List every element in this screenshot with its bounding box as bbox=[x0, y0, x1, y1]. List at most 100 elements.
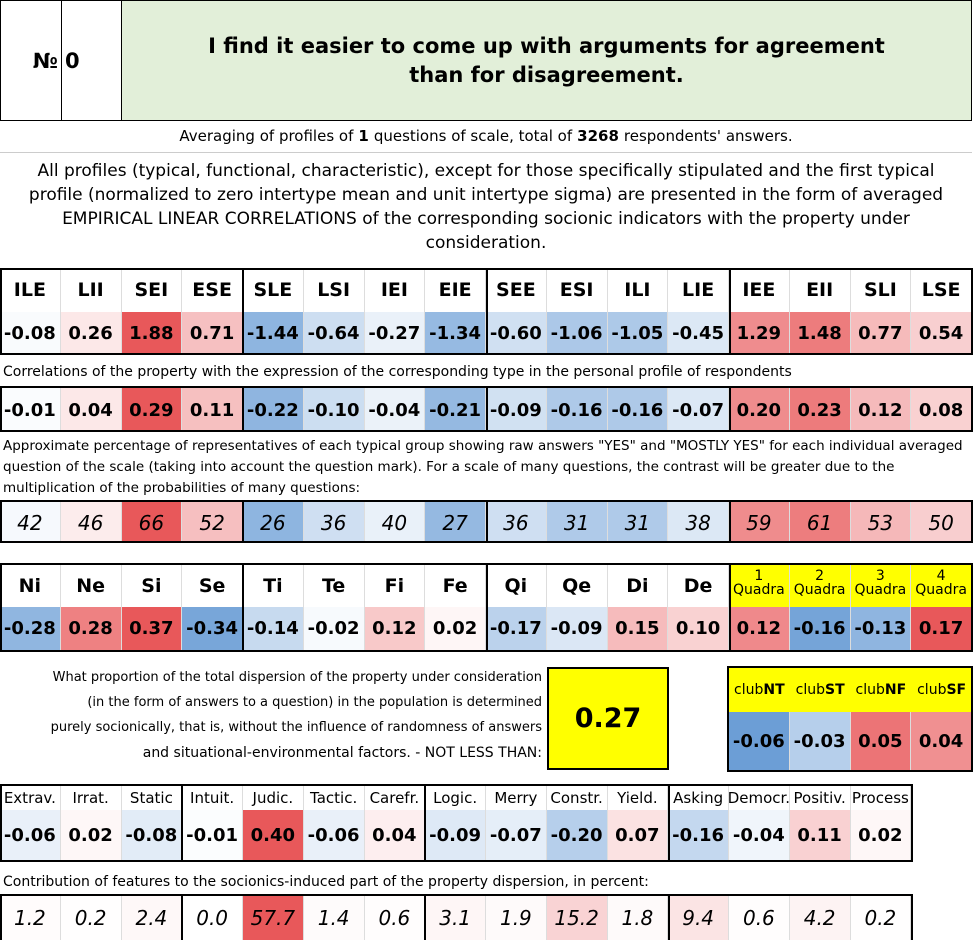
cell: -0.06 bbox=[303, 810, 365, 860]
cell: EII bbox=[790, 268, 851, 312]
cell: 0.11 bbox=[182, 388, 243, 432]
cell: 0.15 bbox=[607, 607, 669, 650]
frame bbox=[0, 894, 913, 940]
cell: 3.1 bbox=[425, 896, 486, 940]
cell: Fi bbox=[365, 565, 426, 607]
cell: 1.8 bbox=[607, 896, 669, 940]
cell: 0.71 bbox=[182, 312, 243, 355]
cell: 50 bbox=[911, 502, 972, 543]
cell: SEE bbox=[486, 268, 547, 312]
cell: LSI bbox=[304, 268, 365, 312]
cell: 53 bbox=[850, 502, 912, 543]
number-label: № bbox=[0, 0, 62, 121]
cell: -0.64 bbox=[303, 312, 365, 355]
cell: Tactic. bbox=[304, 786, 365, 810]
cell: Process bbox=[851, 786, 912, 810]
separator bbox=[668, 894, 670, 940]
cell: 61 bbox=[789, 502, 851, 543]
separator bbox=[242, 386, 244, 432]
cell: Logic. bbox=[425, 786, 486, 810]
cell: De bbox=[668, 565, 729, 607]
club-prefix: club bbox=[795, 682, 825, 698]
quadra-header: 4 Quadra bbox=[911, 565, 972, 607]
cell: 0.05 bbox=[850, 712, 912, 770]
separator bbox=[181, 894, 183, 940]
cell: -1.44 bbox=[243, 312, 304, 355]
cell: 15.2 bbox=[546, 896, 608, 940]
cell: -0.34 bbox=[182, 607, 243, 650]
questions: 1 bbox=[358, 126, 369, 145]
cell: 31 bbox=[546, 502, 608, 543]
cell: 0.08 bbox=[911, 388, 972, 432]
quadra-number: 1 bbox=[754, 568, 764, 584]
frame bbox=[727, 666, 973, 772]
cell: -0.04 bbox=[729, 810, 790, 860]
quadra-number: 2 bbox=[815, 568, 825, 584]
cell: 40 bbox=[364, 502, 426, 543]
cell: -0.01 bbox=[0, 388, 61, 432]
quadra-label: Quadra bbox=[733, 582, 785, 598]
cell: ILE bbox=[0, 268, 61, 312]
cell: -0.14 bbox=[243, 607, 304, 650]
separator bbox=[242, 500, 244, 543]
cell: 59 bbox=[729, 502, 790, 543]
quadra-header: 1 Quadra bbox=[729, 565, 790, 607]
cell: 0.0 bbox=[182, 896, 243, 940]
cell: 31 bbox=[607, 502, 669, 543]
cell: SEI bbox=[122, 268, 183, 312]
cell: Di bbox=[608, 565, 669, 607]
cell: -0.16 bbox=[607, 388, 669, 432]
cell: 0.26 bbox=[60, 312, 122, 355]
separator bbox=[424, 784, 426, 862]
note: All profiles (typical, functional, chara… bbox=[0, 152, 972, 268]
cell: 0.28 bbox=[60, 607, 122, 650]
cell: -0.09 bbox=[546, 607, 608, 650]
caption: Approximate percentage of representative… bbox=[3, 438, 963, 496]
cell: Asking bbox=[668, 786, 729, 810]
cell: -0.09 bbox=[486, 388, 547, 432]
cell: 46 bbox=[60, 502, 122, 543]
cell: 0.12 bbox=[729, 607, 790, 650]
frame bbox=[0, 784, 913, 862]
cell: LIE bbox=[668, 268, 729, 312]
cell: 0.2 bbox=[60, 896, 122, 940]
cell: -0.27 bbox=[364, 312, 426, 355]
club-header: club NT bbox=[729, 668, 790, 712]
cell: SLE bbox=[243, 268, 304, 312]
cell: Yield. bbox=[608, 786, 669, 810]
cell: -0.09 bbox=[425, 810, 486, 860]
number: 0 bbox=[61, 0, 122, 121]
separator bbox=[729, 386, 731, 432]
cell: 0.17 bbox=[911, 607, 972, 650]
cell: Ti bbox=[243, 565, 304, 607]
separator bbox=[242, 268, 244, 355]
cell: -0.16 bbox=[789, 607, 851, 650]
cell: 0.10 bbox=[668, 607, 729, 650]
cell: 1.29 bbox=[729, 312, 790, 355]
cell: 0.04 bbox=[364, 810, 426, 860]
cell: 36 bbox=[486, 502, 547, 543]
cell: -0.07 bbox=[668, 388, 729, 432]
separator bbox=[729, 563, 731, 652]
cell: -0.04 bbox=[364, 388, 426, 432]
club-name: NF bbox=[884, 682, 907, 698]
cell: -0.10 bbox=[303, 388, 365, 432]
cell: Te bbox=[304, 565, 365, 607]
club-header: club SF bbox=[911, 668, 972, 712]
cell: 42 bbox=[0, 502, 61, 543]
cell: 0.40 bbox=[243, 810, 304, 860]
cell: 0.6 bbox=[364, 896, 426, 940]
cell: -0.06 bbox=[729, 712, 790, 770]
cell: Intuit. bbox=[182, 786, 243, 810]
separator bbox=[181, 784, 183, 862]
cell: Democr. bbox=[728, 786, 790, 810]
separator bbox=[668, 784, 670, 862]
cell: 0.54 bbox=[911, 312, 972, 355]
caption: Contribution of features to the socionic… bbox=[3, 874, 649, 890]
caption: Correlations of the property with the ex… bbox=[3, 364, 792, 380]
cell: Positiv. bbox=[790, 786, 851, 810]
title: I find it easier to come up with argumen… bbox=[121, 0, 972, 121]
cell: 0.6 bbox=[729, 896, 790, 940]
cell: 1.2 bbox=[0, 896, 61, 940]
cell: 0.12 bbox=[850, 388, 912, 432]
